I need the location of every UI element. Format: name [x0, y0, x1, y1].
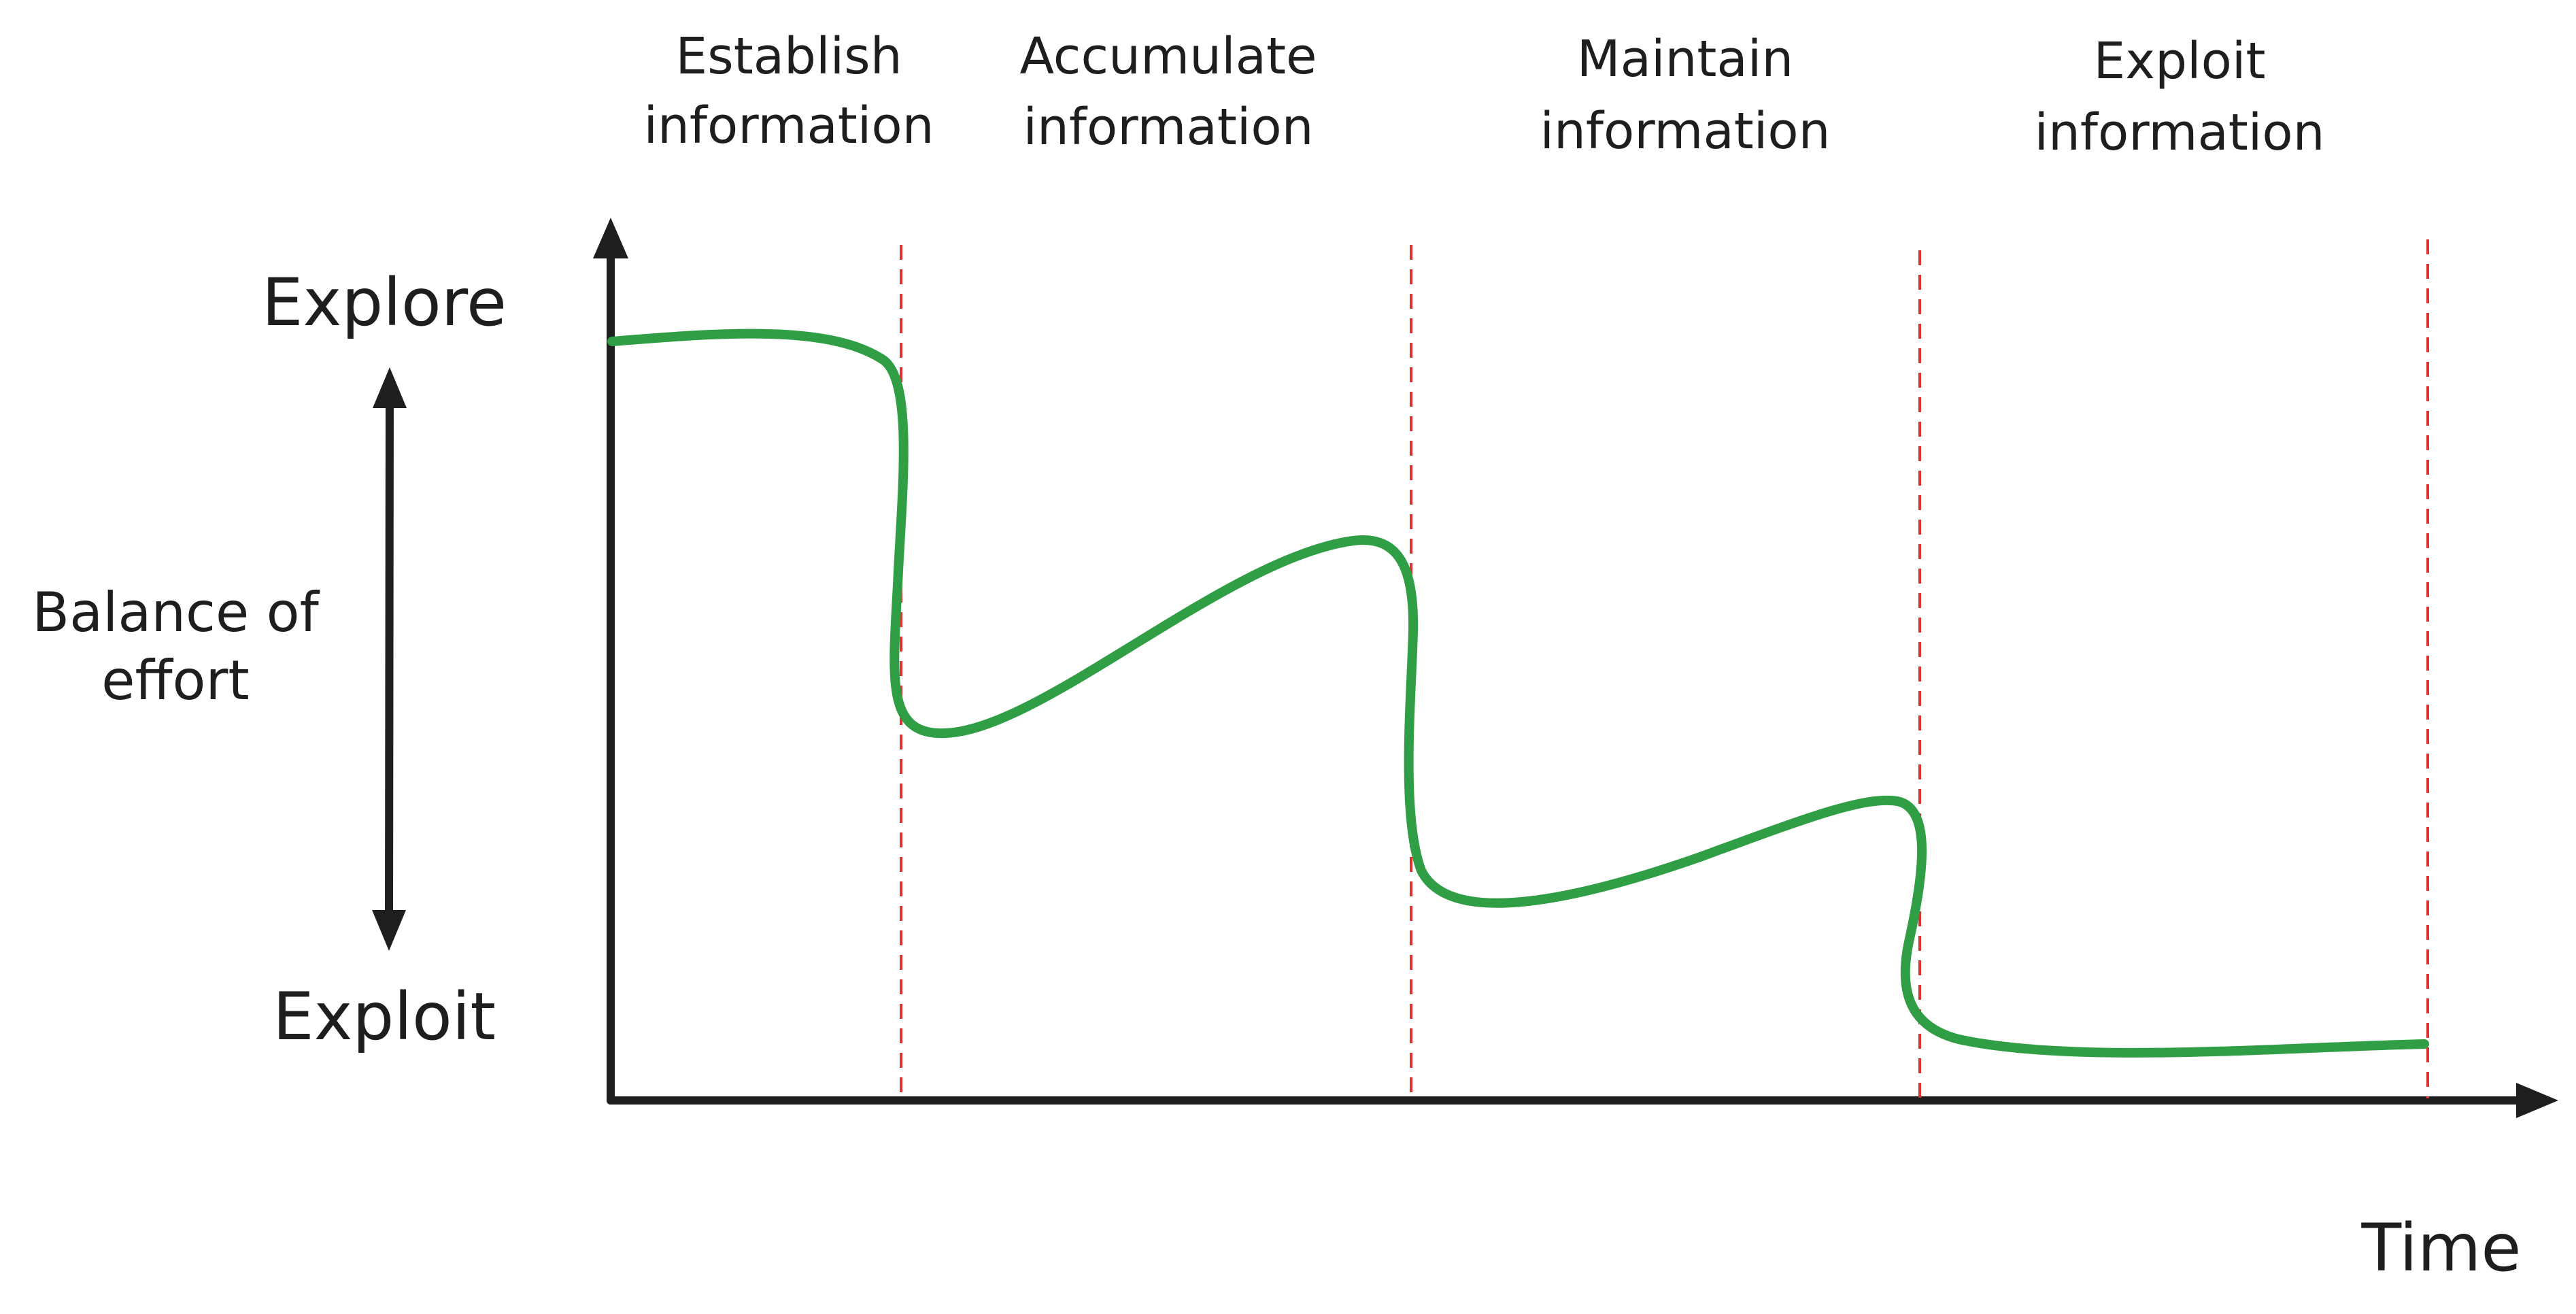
phase-maintain-line1: Maintain — [1577, 30, 1793, 88]
phase-exploit-line2: information — [2034, 103, 2324, 162]
phase-accumulate-line1: Accumulate — [1019, 27, 1317, 86]
phase-exploit-line1: Exploit — [2094, 32, 2266, 90]
y-axis-bottom-label: Exploit — [273, 979, 496, 1055]
y-axis-arrow-icon — [593, 218, 628, 258]
phase-accumulate: Accumulate information — [1019, 27, 1317, 156]
phase-maintain-line2: information — [1540, 102, 1830, 161]
phase-exploit: Exploit information — [2034, 32, 2324, 162]
phase-accumulate-line2: information — [1023, 98, 1313, 156]
x-axis-label: Time — [2361, 1210, 2522, 1286]
phase-establish: Establish information — [643, 27, 934, 155]
side-label-line2: effort — [101, 649, 250, 712]
x-axis-arrow-icon — [2516, 1083, 2558, 1118]
phase-establish-line1: Establish — [675, 27, 902, 86]
phase-maintain: Maintain information — [1540, 30, 1830, 161]
x-axis — [607, 1083, 2558, 1118]
phase-labels: Establish information Accumulate informa… — [643, 27, 2324, 162]
double-arrow-icon — [372, 367, 407, 951]
phase-dividers — [900, 239, 2429, 1098]
y-axis — [593, 218, 628, 1105]
side-label: Balance of effort — [32, 581, 320, 712]
side-label-line1: Balance of — [32, 581, 320, 644]
y-axis-top-label: Explore — [262, 265, 507, 341]
effort-curve — [607, 328, 2429, 1058]
phase-establish-line2: information — [643, 97, 934, 155]
